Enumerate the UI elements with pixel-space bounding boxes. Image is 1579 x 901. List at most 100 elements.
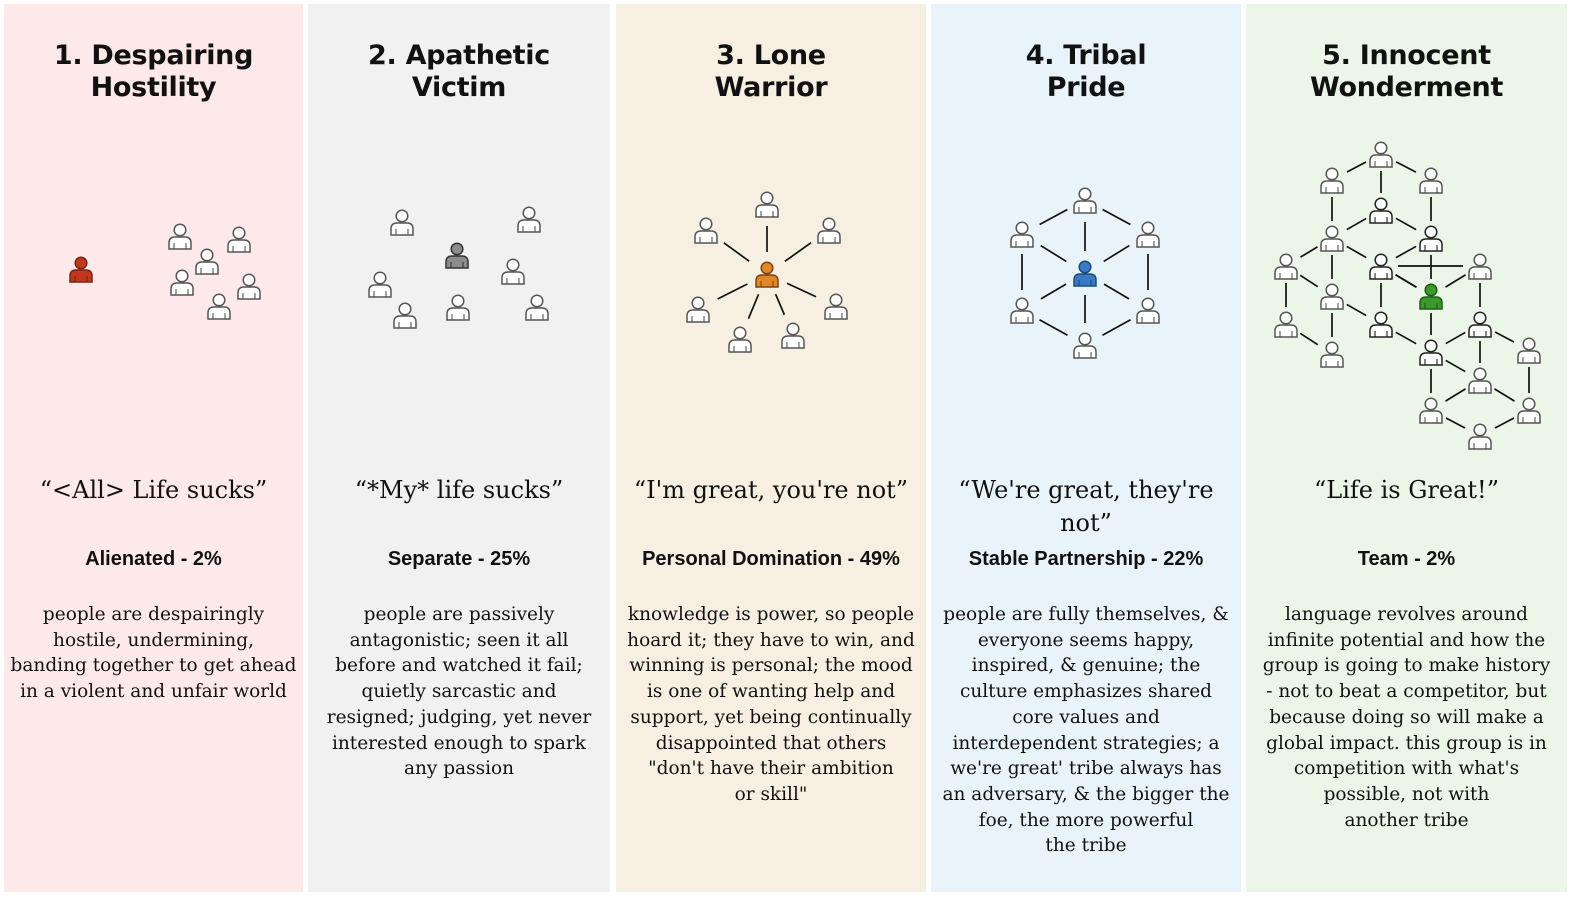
description-line: core values and <box>1012 706 1160 728</box>
person-icon <box>1320 225 1344 252</box>
person-icon <box>1073 187 1097 214</box>
description-line: resigned; judging, yet never <box>326 706 592 728</box>
stage-title-line: 2. Apathetic <box>368 40 550 71</box>
description-line: interdependent strategies; a <box>952 732 1220 754</box>
connection-line <box>774 293 786 316</box>
stage-quote: “*My* life sucks” <box>354 476 564 504</box>
person-icon <box>781 322 805 349</box>
people-diagram-hub <box>686 191 848 353</box>
stage-title: 4. Tribal Pride <box>931 40 1241 104</box>
description-line: possible, not with <box>1323 783 1490 805</box>
description-line: culture emphasizes shared <box>959 681 1213 703</box>
person-icon <box>195 248 219 275</box>
stage-column-4: 4. Tribal Pride “We're great, they're no… <box>931 4 1241 892</box>
person-icon <box>1073 332 1097 359</box>
connection-line <box>1039 208 1068 226</box>
person-icon <box>1468 311 1492 338</box>
person-icon <box>393 302 417 329</box>
stage-title-line: Hostility <box>90 72 217 103</box>
stage-column-1: 1. Despairing Hostility “<All> Life suck… <box>4 4 303 892</box>
connection-line <box>1395 161 1417 173</box>
stage-label: Separate - 25% <box>387 548 531 570</box>
connection-line <box>1346 245 1367 259</box>
stage-column-3: 3. Lone Warrior “I'm great, you're not” … <box>616 4 926 892</box>
stage-title-line: 1. Despairing <box>53 40 254 71</box>
stage-quote: “Life is Great!” <box>1314 476 1499 504</box>
connection-line <box>1102 208 1131 226</box>
connection-line <box>1395 217 1417 231</box>
description-line: the tribe <box>1045 835 1127 857</box>
person-icon <box>728 326 752 353</box>
description-line: knowledge is power, so people <box>627 604 915 625</box>
person-icon <box>1369 311 1393 338</box>
person-icon-highlighted <box>1419 283 1443 310</box>
connection-line <box>723 242 750 262</box>
description-line: interested enough to spark <box>331 732 587 754</box>
person-icon <box>237 273 261 300</box>
person-icon <box>694 217 718 244</box>
stage-quote: “<All> Life sucks” <box>39 476 268 504</box>
stage-title-line: Pride <box>1046 72 1126 103</box>
stage-title-line: 4. Tribal <box>1025 40 1147 71</box>
person-icon <box>446 294 470 321</box>
person-icon <box>501 258 525 285</box>
person-icon <box>1010 221 1034 248</box>
connection-line <box>1445 417 1466 429</box>
person-icon <box>168 223 192 250</box>
stage-description: people are despairingly hostile, undermi… <box>8 602 299 705</box>
connection-line <box>1300 246 1318 258</box>
person-icon <box>1419 167 1443 194</box>
person-icon-highlighted <box>69 256 93 283</box>
stage-title-line: 5. Innocent <box>1322 40 1491 71</box>
description-line: because doing so will make a <box>1269 706 1544 728</box>
connection-line <box>1039 318 1068 337</box>
description-line: infinite potential and how the <box>1267 629 1546 651</box>
person-icon <box>1419 397 1443 424</box>
stage-title: 5. Innocent Wonderment <box>1246 40 1567 104</box>
description-line: everyone seems happy, <box>977 629 1195 651</box>
description-line: disappointed that others <box>655 732 887 754</box>
person-icon <box>525 294 549 321</box>
people-diagram-scattered <box>368 206 549 329</box>
stage-quote: “We're great, they're not” <box>958 476 1214 537</box>
description-line: foe, the more powerful <box>978 809 1194 831</box>
stage-description: knowledge is power, so people hoard it; … <box>620 602 922 808</box>
connection-line <box>1103 244 1130 263</box>
connection-line <box>1494 331 1515 343</box>
person-icon <box>824 293 848 320</box>
description-line: "don't have their ambition <box>648 758 894 780</box>
stage-column-2: 2. Apathetic Victim “*My* life sucks” Se… <box>308 4 610 892</box>
person-icon <box>1320 167 1344 194</box>
connection-line <box>1299 274 1319 288</box>
stage-description: language revolves around infinite potent… <box>1250 602 1563 833</box>
person-icon <box>517 206 541 233</box>
description-line: winning is personal; the mood <box>629 655 913 677</box>
connection-line <box>1494 417 1515 429</box>
person-icon <box>1136 221 1160 248</box>
connection-line <box>1040 244 1067 263</box>
connection-line <box>1395 274 1417 288</box>
description-line: inspired, & genuine; the <box>971 655 1201 677</box>
description-line: any passion <box>403 758 515 780</box>
stage-title: 3. Lone Warrior <box>616 40 926 104</box>
person-icon <box>368 271 392 298</box>
connection-line <box>1445 331 1466 345</box>
stage-quote: “I'm great, you're not” <box>633 476 909 504</box>
connection-line <box>1445 359 1466 373</box>
connection-line <box>717 283 748 300</box>
stage-title-line: Victim <box>411 72 507 103</box>
description-line: group is going to make history <box>1262 655 1551 677</box>
description-line: in a violent and unfair world <box>20 681 287 703</box>
description-line: people are fully themselves, & <box>943 604 1229 625</box>
people-diagram-isolated <box>69 223 261 320</box>
connection-line <box>1103 283 1130 300</box>
stage-title-line: Warrior <box>714 72 828 103</box>
connection-line <box>747 293 760 320</box>
person-icon-highlighted <box>755 261 779 288</box>
stage-title: 2. Apathetic Victim <box>308 40 610 104</box>
stage-title-line: 3. Lone <box>716 40 826 71</box>
person-icon <box>1468 367 1492 394</box>
description-line: people are passively <box>363 604 555 625</box>
description-line: another tribe <box>1344 809 1469 831</box>
stage-description: people are fully themselves, & everyone … <box>935 602 1237 859</box>
